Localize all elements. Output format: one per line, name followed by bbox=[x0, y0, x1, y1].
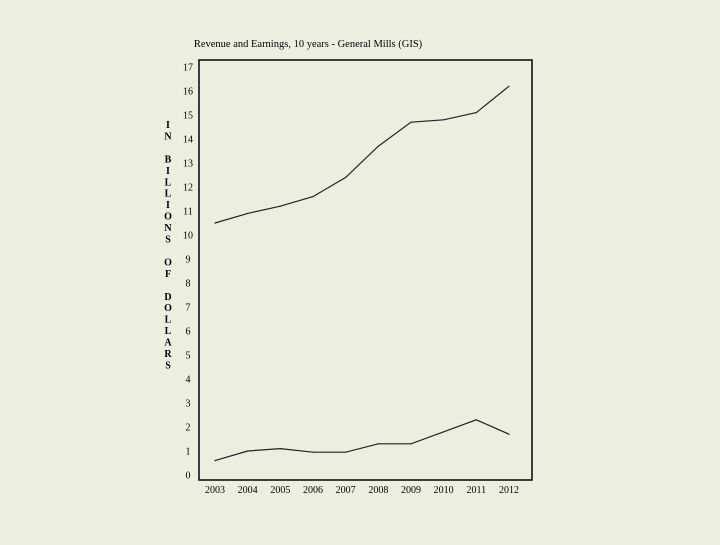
data-point bbox=[377, 443, 379, 445]
y-tick-label: 6 bbox=[186, 327, 191, 338]
y-tick-label: 14 bbox=[183, 135, 193, 146]
y-tick-label: 2 bbox=[186, 423, 191, 434]
y-label-letter: L bbox=[165, 315, 172, 326]
data-point bbox=[279, 205, 281, 207]
x-tick-label: 2008 bbox=[368, 485, 388, 496]
data-point bbox=[475, 112, 477, 114]
y-label-letter: S bbox=[165, 360, 171, 371]
y-label-letter: N bbox=[164, 131, 172, 142]
data-point bbox=[312, 451, 314, 453]
y-label-letter: O bbox=[164, 303, 172, 314]
data-point bbox=[508, 85, 510, 87]
y-tick-label: 8 bbox=[186, 279, 191, 290]
plot-frame bbox=[198, 59, 533, 481]
y-tick-label: 5 bbox=[186, 351, 191, 362]
x-tick-label: 2004 bbox=[238, 485, 258, 496]
y-label-letter: D bbox=[164, 292, 171, 303]
data-point bbox=[214, 222, 216, 224]
y-tick-label: 4 bbox=[186, 375, 191, 386]
data-point bbox=[345, 451, 347, 453]
y-tick-label: 13 bbox=[183, 159, 193, 170]
y-tick-label: 10 bbox=[183, 231, 193, 242]
y-tick-label: 1 bbox=[186, 447, 191, 458]
series-lines bbox=[214, 85, 510, 462]
y-label-letter: L bbox=[165, 177, 172, 188]
y-label-letter: B bbox=[165, 154, 172, 165]
y-label-letter: L bbox=[165, 326, 172, 337]
y-label-letter: I bbox=[166, 120, 170, 131]
data-point bbox=[345, 176, 347, 178]
data-point bbox=[247, 450, 249, 452]
y-label-letter: R bbox=[164, 349, 172, 360]
data-point bbox=[508, 433, 510, 435]
y-label-letter: A bbox=[164, 338, 172, 349]
x-tick-label: 2012 bbox=[499, 485, 519, 496]
y-label-letter: F bbox=[165, 269, 171, 280]
y-tick-label: 9 bbox=[186, 255, 191, 266]
y-label-letter: S bbox=[165, 235, 171, 246]
y-label-letter: O bbox=[164, 257, 172, 268]
y-label-letter: L bbox=[165, 189, 172, 200]
y-tick-label: 16 bbox=[183, 87, 193, 98]
data-point bbox=[443, 119, 445, 121]
x-tick-label: 2010 bbox=[434, 485, 454, 496]
x-tick-label: 2005 bbox=[270, 485, 290, 496]
y-label-letter: I bbox=[166, 200, 170, 211]
y-tick-label: 3 bbox=[186, 399, 191, 410]
y-tick-label: 12 bbox=[183, 183, 193, 194]
y-tick-label: 7 bbox=[186, 303, 191, 314]
data-point bbox=[410, 121, 412, 123]
data-point bbox=[312, 196, 314, 198]
chart-title: Revenue and Earnings, 10 years - General… bbox=[194, 39, 423, 50]
x-tick-label: 2006 bbox=[303, 485, 323, 496]
data-point bbox=[475, 419, 477, 421]
x-tick-label: 2003 bbox=[205, 485, 225, 496]
earnings-series-line bbox=[214, 419, 510, 462]
data-point bbox=[377, 145, 379, 147]
y-label-letter: I bbox=[166, 166, 170, 177]
data-point bbox=[410, 443, 412, 445]
y-tick-label: 0 bbox=[186, 471, 191, 482]
y-tick-label: 17 bbox=[183, 63, 193, 74]
y-tick-label: 11 bbox=[183, 207, 193, 218]
data-point bbox=[247, 212, 249, 214]
data-point bbox=[214, 460, 216, 462]
x-tick-label: 2007 bbox=[336, 485, 356, 496]
y-tick-label: 15 bbox=[183, 111, 193, 122]
y-label-letter: O bbox=[164, 212, 172, 223]
data-point bbox=[443, 431, 445, 433]
data-point bbox=[279, 448, 281, 450]
y-label-letter: N bbox=[164, 223, 172, 234]
revenue-series-line bbox=[214, 85, 510, 224]
x-axis-ticks: 2003 2004 2005 2006 2007 2008 2009 2010 2011 2012 bbox=[205, 485, 519, 496]
x-tick-label: 2011 bbox=[467, 485, 487, 496]
x-tick-label: 2009 bbox=[401, 485, 421, 496]
